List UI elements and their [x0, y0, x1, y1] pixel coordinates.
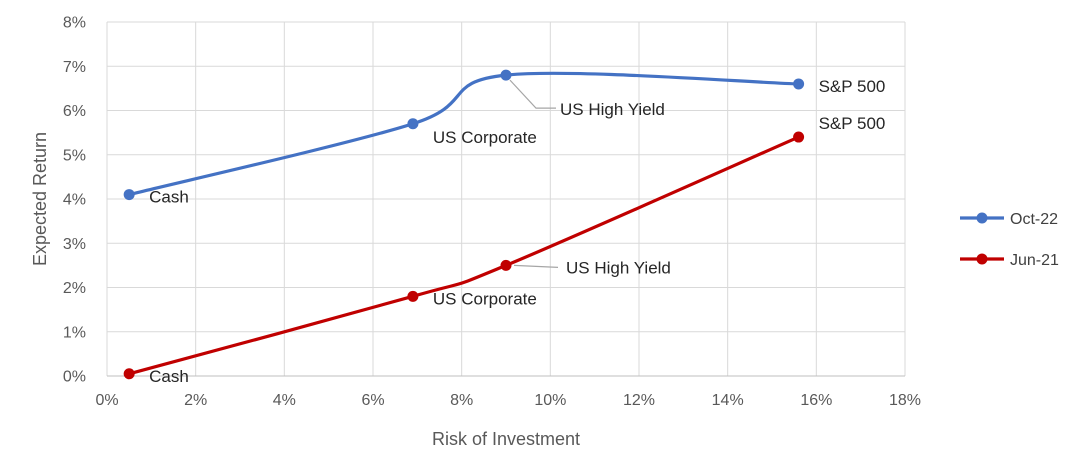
y-tick-label: 2%	[63, 280, 86, 297]
y-tick-label: 0%	[63, 369, 86, 386]
x-tick-label: 2%	[184, 392, 207, 409]
x-tick-label: 14%	[712, 392, 744, 409]
data-point	[123, 368, 135, 380]
legend-swatch-marker	[976, 212, 988, 224]
data-point	[500, 259, 512, 271]
legend-swatch-marker	[976, 253, 988, 265]
legend: Oct-22 Jun-21	[960, 211, 1059, 269]
data-label: Cash	[149, 367, 189, 386]
series-jun-21: Cash US Corporate US High Yield S&P 500	[123, 114, 886, 386]
x-tick-label: 6%	[361, 392, 384, 409]
series-line	[127, 135, 801, 376]
x-axis-title: Risk of Investment	[432, 429, 580, 449]
data-point	[123, 189, 135, 201]
y-tick-label: 7%	[63, 59, 86, 76]
y-tick-label: 3%	[63, 236, 86, 253]
y-axis-title: Expected Return	[30, 132, 50, 266]
y-tick-label: 4%	[63, 192, 86, 209]
legend-item: Jun-21	[960, 252, 1059, 269]
legend-label: Jun-21	[1010, 252, 1059, 269]
x-tick-label: 12%	[623, 392, 655, 409]
series-oct-22: Cash US Corporate US High Yield S&P 500	[123, 69, 886, 207]
x-tick-label: 16%	[800, 392, 832, 409]
data-label: S&P 500	[819, 114, 886, 133]
gridlines	[106, 21, 906, 377]
data-point	[500, 69, 512, 81]
data-label: US High Yield	[566, 258, 671, 277]
data-label: US Corporate	[433, 128, 537, 147]
x-tick-label: 10%	[534, 392, 566, 409]
data-label: Cash	[149, 188, 189, 207]
data-point	[407, 290, 419, 302]
data-point	[793, 131, 805, 143]
data-label: US Corporate	[433, 289, 537, 308]
data-point	[793, 78, 805, 90]
x-tick-label: 8%	[450, 392, 473, 409]
leader-line	[509, 79, 556, 109]
tick-labels: 0% 2% 4% 6% 8% 10% 12% 14% 16% 18% 0% 1% 2% 3% 4% 5% 6% 7…	[63, 15, 921, 410]
leader-line	[513, 264, 559, 268]
data-label: S&P 500	[819, 77, 886, 96]
series-line	[127, 71, 801, 197]
legend-label: Oct-22	[1010, 211, 1058, 228]
y-tick-label: 1%	[63, 324, 86, 341]
y-tick-label: 8%	[63, 15, 86, 32]
data-point	[407, 118, 419, 130]
data-label: US High Yield	[560, 100, 665, 119]
y-tick-label: 6%	[63, 103, 86, 120]
x-tick-label: 4%	[273, 392, 296, 409]
x-tick-label: 0%	[95, 392, 118, 409]
x-tick-label: 18%	[889, 392, 921, 409]
legend-item: Oct-22	[960, 211, 1058, 228]
y-tick-label: 5%	[63, 147, 86, 164]
